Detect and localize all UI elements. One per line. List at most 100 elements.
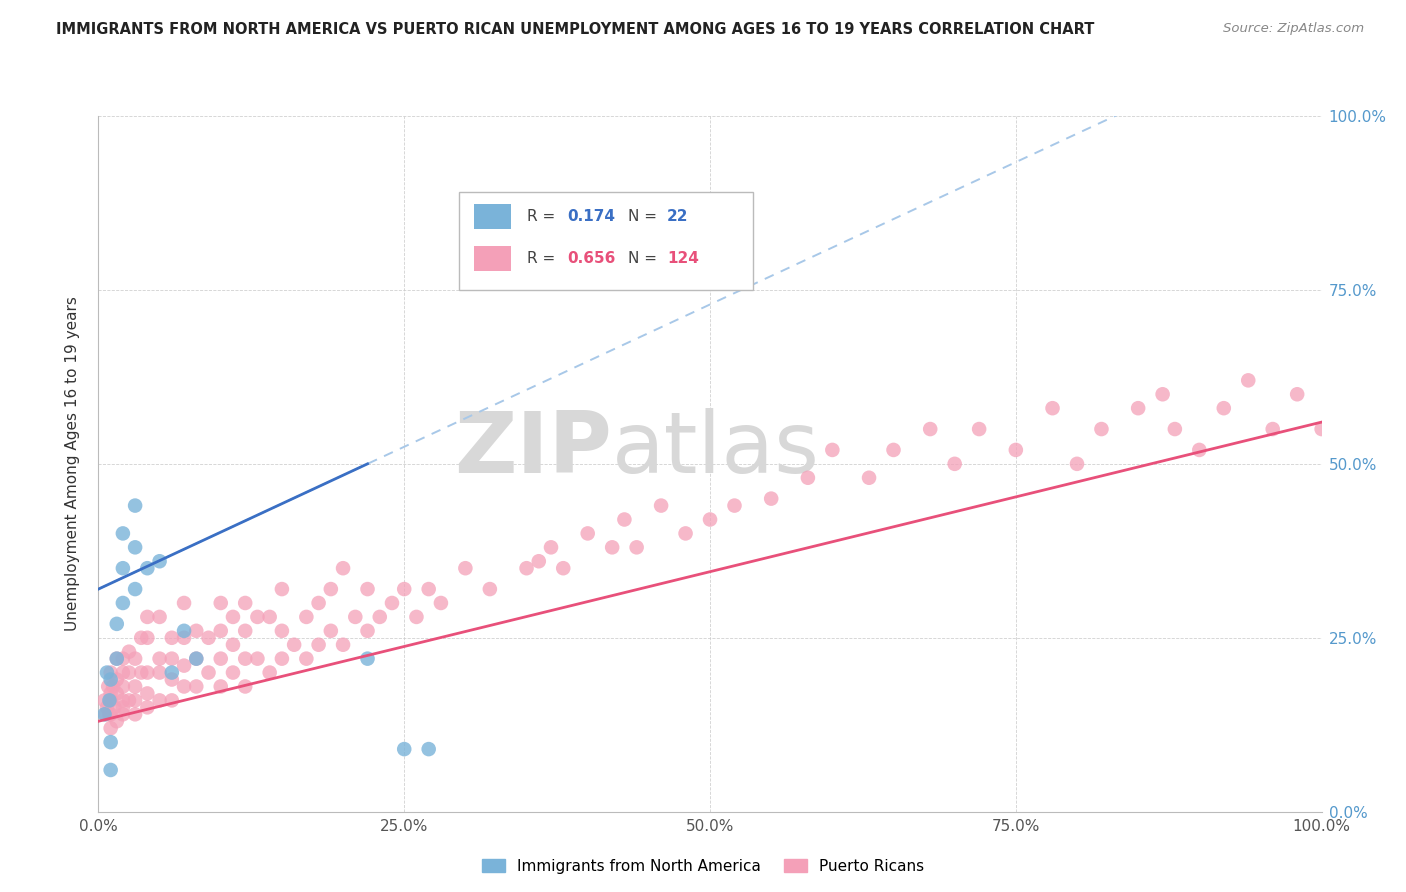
Point bbox=[124, 707, 146, 722]
Point bbox=[111, 665, 134, 680]
Point bbox=[209, 596, 232, 610]
Point bbox=[111, 596, 134, 610]
Point bbox=[259, 610, 281, 624]
Point bbox=[246, 610, 269, 624]
Point bbox=[478, 582, 501, 596]
Point bbox=[319, 582, 342, 596]
FancyBboxPatch shape bbox=[474, 246, 510, 271]
Point bbox=[160, 693, 183, 707]
Point bbox=[270, 582, 294, 596]
Point bbox=[129, 631, 152, 645]
Point bbox=[93, 693, 115, 707]
Point bbox=[1310, 422, 1333, 436]
Point bbox=[149, 610, 172, 624]
Point bbox=[308, 638, 330, 652]
Point bbox=[97, 680, 120, 694]
Point bbox=[186, 651, 208, 665]
Point bbox=[1261, 422, 1284, 436]
Point bbox=[392, 742, 416, 756]
Point bbox=[967, 422, 990, 436]
Point bbox=[233, 596, 256, 610]
Point bbox=[173, 631, 195, 645]
Point bbox=[173, 624, 195, 638]
Legend: Immigrants from North America, Puerto Ricans: Immigrants from North America, Puerto Ri… bbox=[475, 853, 931, 880]
Point bbox=[368, 610, 391, 624]
Point bbox=[613, 512, 636, 526]
Point bbox=[1090, 422, 1112, 436]
Point bbox=[259, 665, 281, 680]
Point bbox=[270, 624, 294, 638]
Point bbox=[136, 561, 159, 575]
Point bbox=[283, 638, 305, 652]
Point bbox=[111, 680, 134, 694]
Point bbox=[118, 665, 141, 680]
Point bbox=[124, 499, 146, 513]
Point bbox=[943, 457, 966, 471]
Y-axis label: Unemployment Among Ages 16 to 19 years: Unemployment Among Ages 16 to 19 years bbox=[65, 296, 80, 632]
Point bbox=[553, 561, 575, 575]
Text: 124: 124 bbox=[668, 251, 699, 266]
Text: N =: N = bbox=[628, 210, 662, 225]
Text: atlas: atlas bbox=[612, 409, 820, 491]
Point bbox=[600, 541, 623, 555]
Point bbox=[1152, 387, 1174, 401]
Point bbox=[124, 541, 146, 555]
Point bbox=[149, 554, 172, 568]
Text: R =: R = bbox=[526, 210, 560, 225]
Point bbox=[222, 610, 245, 624]
Point bbox=[1212, 401, 1234, 416]
Point bbox=[723, 499, 745, 513]
Point bbox=[160, 665, 183, 680]
Point bbox=[186, 651, 208, 665]
Point bbox=[124, 651, 146, 665]
Point bbox=[111, 561, 134, 575]
Point bbox=[527, 554, 550, 568]
Point bbox=[136, 610, 159, 624]
Point bbox=[515, 561, 537, 575]
Point bbox=[699, 512, 721, 526]
Point bbox=[675, 526, 697, 541]
FancyBboxPatch shape bbox=[460, 193, 752, 290]
Point bbox=[118, 693, 141, 707]
Point bbox=[356, 624, 378, 638]
Point bbox=[540, 541, 562, 555]
Point bbox=[96, 665, 118, 680]
Point bbox=[332, 561, 354, 575]
Point bbox=[454, 561, 477, 575]
Point bbox=[197, 631, 219, 645]
Point bbox=[160, 631, 183, 645]
Point bbox=[96, 700, 118, 714]
Point bbox=[920, 422, 942, 436]
Point bbox=[149, 693, 172, 707]
Point bbox=[233, 651, 256, 665]
Point bbox=[136, 686, 159, 700]
Point bbox=[98, 693, 121, 707]
Point bbox=[186, 624, 208, 638]
Point bbox=[246, 651, 269, 665]
Point bbox=[105, 686, 128, 700]
Point bbox=[197, 665, 219, 680]
Point bbox=[418, 582, 440, 596]
Point bbox=[100, 707, 122, 722]
Point bbox=[797, 471, 820, 485]
Point bbox=[295, 651, 318, 665]
Point bbox=[883, 442, 905, 457]
Point bbox=[761, 491, 783, 506]
Point bbox=[392, 582, 416, 596]
Text: ZIP: ZIP bbox=[454, 409, 612, 491]
Text: Source: ZipAtlas.com: Source: ZipAtlas.com bbox=[1223, 22, 1364, 36]
Point bbox=[100, 735, 122, 749]
Point bbox=[308, 596, 330, 610]
Point bbox=[344, 610, 367, 624]
Point bbox=[858, 471, 880, 485]
Point bbox=[173, 596, 195, 610]
Text: N =: N = bbox=[628, 251, 662, 266]
Point bbox=[100, 673, 122, 687]
Point bbox=[124, 680, 146, 694]
Point bbox=[209, 624, 232, 638]
Point bbox=[356, 582, 378, 596]
Point bbox=[418, 742, 440, 756]
Point bbox=[136, 631, 159, 645]
Point bbox=[332, 638, 354, 652]
Point bbox=[295, 610, 318, 624]
